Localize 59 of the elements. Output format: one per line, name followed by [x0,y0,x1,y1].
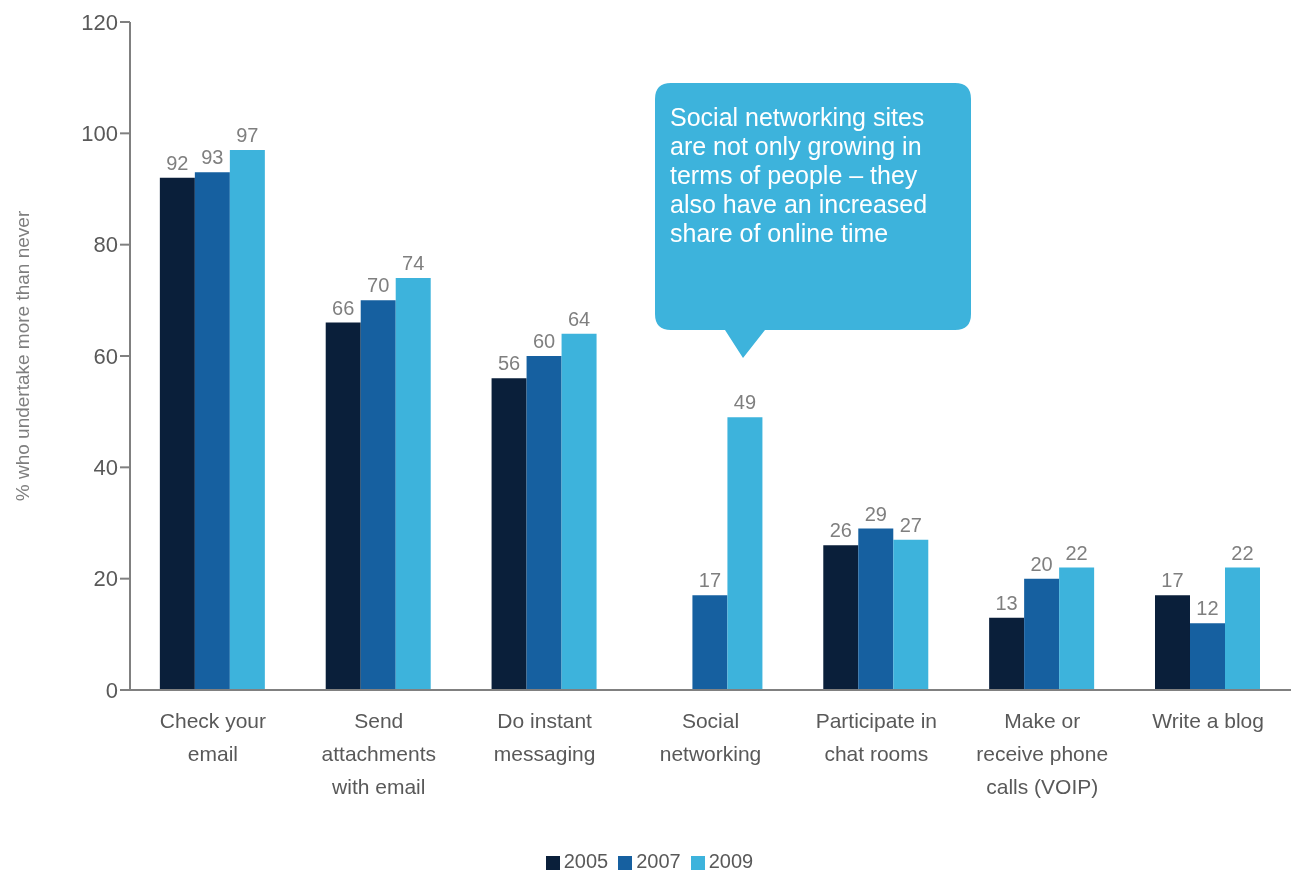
bar [1059,567,1095,690]
y-tick-label: 120 [81,9,118,35]
data-label: 74 [402,252,425,275]
x-tick-label: Participate in chat rooms [815,709,938,765]
data-label: 70 [367,274,390,297]
bar [159,177,195,690]
x-tick-label: Send attachments with email [321,709,436,798]
data-label: 22 [1065,541,1088,564]
bar [526,356,562,690]
bar [194,172,230,690]
data-label: 17 [698,569,722,592]
data-label: 12 [1196,597,1219,620]
y-tick-label: 60 [93,343,118,369]
y-axis-title: % who undertake more than never [11,210,33,502]
data-label: 22 [1231,541,1254,564]
bar [1190,623,1225,690]
bar [491,378,527,690]
data-label: 60 [532,330,556,352]
bar [229,150,265,690]
data-label: 29 [864,502,887,525]
bar [1225,567,1260,690]
data-label: 93 [201,146,224,169]
bar [858,528,894,690]
bar [727,417,763,690]
annotation: Social networking sites are not only growing in terms of people – they also have an increased share of online time [670,103,929,248]
y-tick-label: 40 [93,455,118,481]
data-label: 66 [332,296,355,319]
data-label: 26 [829,519,852,542]
bar [1024,578,1060,690]
y-tick-label: 20 [93,566,118,592]
legend-label: 2007 [636,850,681,872]
x-tick-label: Social networking [659,709,762,765]
data-label: 20 [1030,552,1053,575]
data-label: 64 [567,307,591,330]
bar [360,300,396,690]
bar [989,617,1025,690]
bar [325,322,361,690]
data-label: 49 [733,391,757,414]
y-tick-label: 100 [81,121,118,147]
legend-label: 2005 [563,850,609,872]
bar [893,539,929,690]
x-tick-label: Write a blog [1152,709,1264,732]
x-tick-label: Make or receive phone calls (VOIP) [976,709,1109,798]
y-tick-label: 80 [93,232,118,258]
bar [692,595,728,690]
x-tick-label: Check your email [159,709,267,765]
bar [395,278,431,690]
bar [823,545,859,690]
bar [561,333,597,690]
bar [1155,595,1190,690]
legend-label: 2009 [708,850,754,872]
data-label: 97 [236,124,259,147]
data-label: 13 [995,591,1018,614]
data-label: 92 [166,151,189,174]
data-label: 27 [899,513,922,536]
y-tick-label: 0 [105,677,118,703]
data-label: 56 [497,352,521,375]
x-tick-label: Do instant messaging [493,709,596,765]
data-label: 17 [1161,569,1184,592]
